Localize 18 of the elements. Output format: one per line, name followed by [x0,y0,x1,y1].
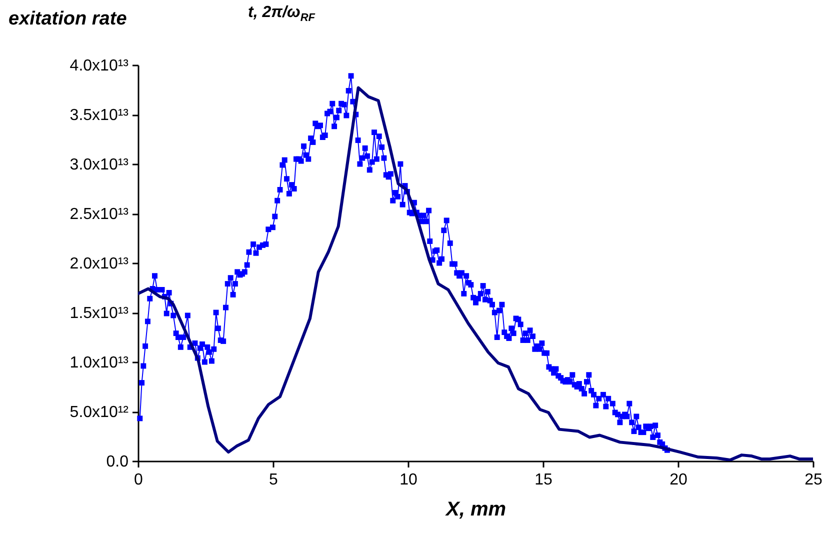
y-tick-label: 1.5x10¹³ [70,305,130,322]
y-tick-label: 5.0x10¹² [70,404,130,421]
chart-title: t, 2π/ω$_{RF}$ [248,4,315,24]
x-axis-title: X, mm [444,498,506,520]
y-tick-label: 2.0x10¹³ [70,256,130,272]
y-tick-label: 2.5x10¹³ [70,206,130,223]
x-tick-label: 5 [269,472,278,488]
y-tick-label: 3.5x10¹³ [70,107,130,124]
x-tick-label: 15 [534,472,552,488]
y-tick-label: 1.0x10¹³ [70,354,130,372]
y-tick-label: 4.0x10¹³ [70,58,130,74]
x-tick-label: 0 [134,472,144,488]
y-axis-title: exitation rate [8,8,128,30]
y-tick-label: 3.0x10¹³ [70,156,130,174]
x-tick-label: 20 [670,472,688,488]
x-tick-label: 25 [804,472,822,488]
x-tick-label: 10 [400,472,418,488]
y-tick-label: 0.0 [106,454,129,470]
